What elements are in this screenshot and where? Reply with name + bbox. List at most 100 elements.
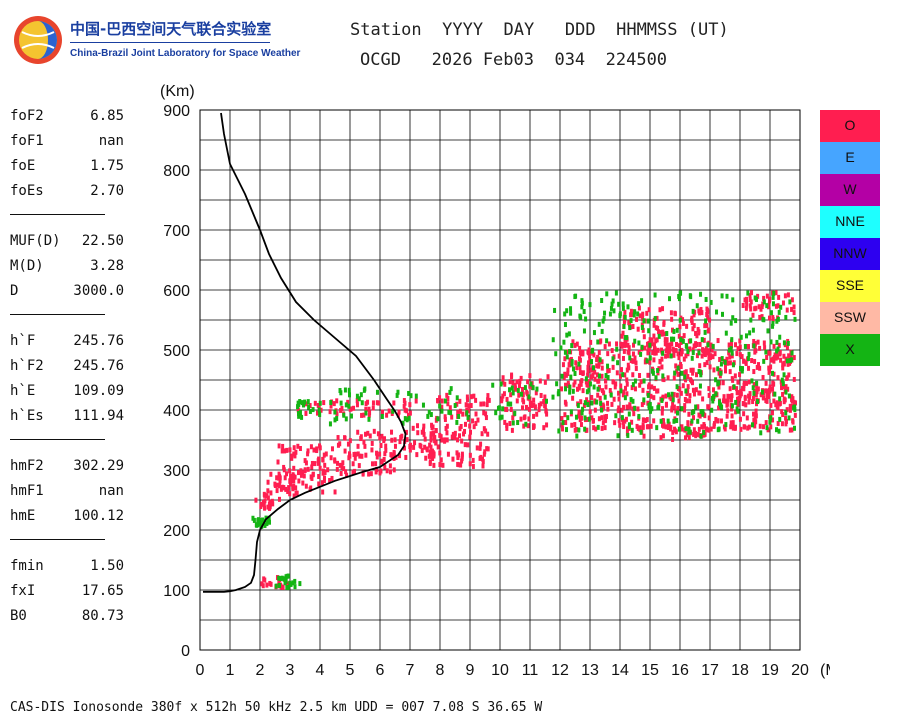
parameter-label: fmin: [10, 558, 44, 574]
echo-point: [392, 400, 396, 406]
echo-point: [617, 396, 621, 402]
echo-point: [423, 436, 427, 442]
echo-point: [711, 343, 715, 349]
echo-point: [677, 426, 681, 432]
echo-point: [407, 415, 411, 421]
echo-point: [570, 422, 574, 428]
echo-point: [515, 379, 519, 385]
echo-point: [736, 346, 740, 352]
echo-point: [624, 385, 628, 391]
echo-point: [696, 404, 700, 410]
echo-point: [764, 420, 768, 426]
echo-point: [642, 334, 646, 340]
echo-point: [730, 343, 734, 349]
echo-point: [463, 428, 467, 434]
echo-point: [748, 330, 752, 336]
echo-point: [563, 311, 567, 317]
echo-point: [262, 491, 266, 497]
echo-point: [747, 351, 751, 357]
echo-point: [663, 331, 667, 337]
echo-point: [709, 353, 713, 359]
echo-point: [787, 393, 791, 399]
echo-point: [542, 425, 546, 431]
echo-point: [309, 485, 313, 491]
echo-point: [665, 342, 669, 348]
echo-point: [625, 367, 629, 373]
echo-point: [624, 416, 628, 422]
parameter-label: fxI: [10, 583, 36, 599]
echo-point: [638, 382, 642, 388]
echo-point: [391, 408, 395, 414]
echo-point: [779, 304, 783, 310]
echo-point: [622, 389, 626, 395]
echo-point: [402, 403, 406, 409]
echo-point: [723, 359, 727, 365]
echo-point: [277, 471, 281, 477]
echo-point: [627, 411, 631, 417]
echo-point: [382, 436, 386, 442]
echo-point: [535, 386, 539, 392]
echo-point: [697, 350, 701, 356]
echo-point: [603, 344, 607, 350]
echo-point: [712, 367, 716, 373]
parameter-value: 3.28: [90, 258, 124, 274]
echo-point: [704, 296, 708, 302]
echo-point: [469, 403, 473, 409]
echo-point: [593, 407, 597, 413]
echo-point: [367, 416, 371, 422]
echo-point: [306, 466, 310, 472]
parameter-label: D: [10, 283, 19, 299]
echo-point: [677, 355, 681, 361]
echo-point: [692, 391, 696, 397]
echo-point: [385, 468, 389, 474]
echo-point: [641, 424, 645, 430]
echo-point: [773, 354, 777, 360]
echo-point: [793, 425, 797, 431]
echo-point: [753, 349, 757, 355]
x-axis-label: (MHz): [820, 662, 830, 679]
echo-point: [364, 406, 368, 412]
echo-point: [366, 399, 370, 405]
echo-point: [318, 412, 322, 418]
echo-point: [604, 414, 608, 420]
echo-point: [335, 416, 339, 422]
echo-point: [281, 584, 285, 590]
echo-point: [620, 343, 624, 349]
echo-point: [591, 365, 595, 371]
echo-point: [516, 387, 520, 393]
echo-point: [266, 488, 270, 494]
echo-point: [580, 300, 584, 306]
echo-point: [742, 401, 746, 407]
echo-point: [684, 426, 688, 432]
echo-point: [753, 414, 757, 420]
echo-point: [583, 400, 587, 406]
echo-point: [706, 315, 710, 321]
echo-point: [724, 422, 728, 428]
echo-point: [661, 406, 665, 412]
echo-point: [618, 422, 622, 428]
echo-point: [717, 405, 721, 411]
echo-point: [633, 405, 637, 411]
echo-point: [446, 396, 450, 402]
echo-point: [769, 424, 773, 430]
echo-point: [277, 496, 281, 502]
echo-point: [772, 398, 776, 404]
echo-point: [636, 311, 640, 317]
echo-point: [421, 402, 425, 408]
echo-point: [288, 447, 292, 453]
echo-point: [662, 418, 666, 424]
echo-point: [710, 407, 714, 413]
echo-point: [427, 409, 431, 415]
echo-point: [445, 430, 449, 436]
echo-point: [521, 397, 525, 403]
echo-point: [781, 391, 785, 397]
echo-point: [449, 386, 453, 392]
echo-point: [776, 375, 780, 381]
echo-point: [498, 415, 502, 421]
echo-point: [479, 454, 483, 460]
x-tick-label: 19: [761, 662, 779, 679]
echo-point: [596, 424, 600, 430]
echo-point: [322, 400, 326, 406]
echo-point: [733, 424, 737, 430]
echo-point: [370, 461, 374, 467]
